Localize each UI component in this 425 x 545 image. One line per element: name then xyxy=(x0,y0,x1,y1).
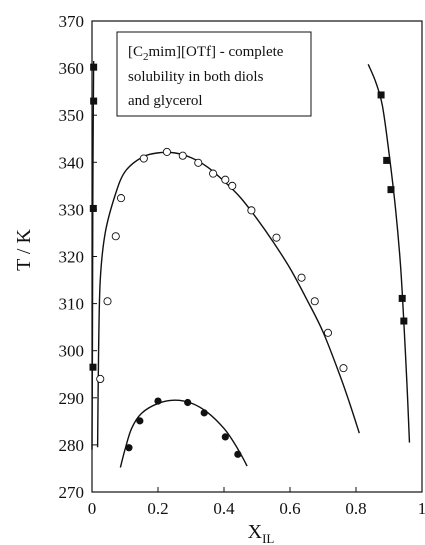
data-point-filled-circle xyxy=(154,397,162,405)
y-tick-label: 330 xyxy=(59,200,85,219)
fitted-curves xyxy=(91,61,411,468)
x-tick-label: 0.4 xyxy=(213,499,235,518)
x-tick-label: 1 xyxy=(418,499,425,518)
data-point-square xyxy=(387,186,395,194)
data-point-filled-circle xyxy=(200,409,208,417)
data-point-open-circle xyxy=(339,364,348,373)
y-tick-label: 280 xyxy=(59,436,85,455)
data-point-square xyxy=(383,156,391,164)
x-tick-label: 0.6 xyxy=(279,499,300,518)
x-tick-label: 0.2 xyxy=(147,499,168,518)
data-point-filled-circle xyxy=(136,417,144,425)
annotation-line-1-prefix: [C xyxy=(128,44,143,60)
data-point-open-circle xyxy=(96,374,105,384)
annotation-line-2: solubility in both diols xyxy=(128,69,264,85)
fit-curve xyxy=(96,151,360,448)
axis-ticks: 270 280 290 300 310 320 330 340 350 360 370 0 0.2 0.4… xyxy=(59,12,425,518)
fit-curve xyxy=(119,399,248,468)
data-point-open-circle xyxy=(111,232,120,241)
data-point-open-circle xyxy=(297,273,306,282)
data-points xyxy=(89,63,408,458)
data-point-filled-circle xyxy=(234,450,242,458)
annotation-frame xyxy=(116,31,312,117)
data-point-square xyxy=(89,204,97,212)
annotation-line-1: [C2mim][OTf] - complete xyxy=(128,44,284,63)
data-point-open-circle xyxy=(162,147,171,156)
fit-curve xyxy=(91,61,95,450)
y-axis-title: T / K xyxy=(13,229,35,271)
y-tick-label: 310 xyxy=(59,295,85,314)
data-point-square xyxy=(90,97,98,105)
data-point-open-circle xyxy=(247,206,256,215)
data-point-square xyxy=(398,294,406,302)
y-tick-label: 360 xyxy=(59,59,85,78)
data-point-filled-circle xyxy=(184,398,192,407)
data-point-filled-circle xyxy=(125,444,133,452)
y-tick-label: 270 xyxy=(59,483,85,502)
y-tick-label: 370 xyxy=(59,12,85,31)
data-point-square xyxy=(400,317,408,325)
data-point-open-circle xyxy=(221,175,230,184)
y-tick-label: 350 xyxy=(59,106,85,125)
data-point-open-circle xyxy=(116,194,126,203)
x-axis-title: XIL xyxy=(248,521,275,545)
x-axis-title-subscript: IL xyxy=(262,531,274,545)
data-point-open-circle xyxy=(228,181,237,190)
x-axis-title-main: X xyxy=(248,521,263,543)
y-tick-label: 300 xyxy=(59,342,85,361)
data-point-square xyxy=(90,63,98,71)
fit-curve xyxy=(367,64,411,443)
y-tick-label: 290 xyxy=(59,389,85,408)
y-tick-label: 320 xyxy=(59,248,85,267)
data-point-square xyxy=(377,91,385,99)
data-point-open-circle xyxy=(272,233,281,242)
x-tick-label: 0.8 xyxy=(345,499,366,518)
data-point-open-circle xyxy=(103,297,112,306)
x-tick-label: 0 xyxy=(88,499,97,518)
data-point-square xyxy=(89,363,97,371)
data-point-open-circle xyxy=(178,151,187,160)
data-point-filled-circle xyxy=(221,433,229,441)
data-point-open-circle xyxy=(323,328,333,337)
annotation-line-1-suffix: mim][OTf] - complete xyxy=(149,44,284,60)
data-point-open-circle xyxy=(194,158,203,167)
data-point-open-circle xyxy=(209,169,218,178)
y-tick-label: 340 xyxy=(59,153,85,172)
data-point-open-circle xyxy=(310,297,319,306)
annotation-line-1-subscript: 2 xyxy=(143,51,149,63)
data-point-open-circle xyxy=(139,154,148,163)
annotation-box: [C2mim][OTf] - complete solubility in bo… xyxy=(116,31,312,117)
annotation-line-3: and glycerol xyxy=(128,93,203,109)
